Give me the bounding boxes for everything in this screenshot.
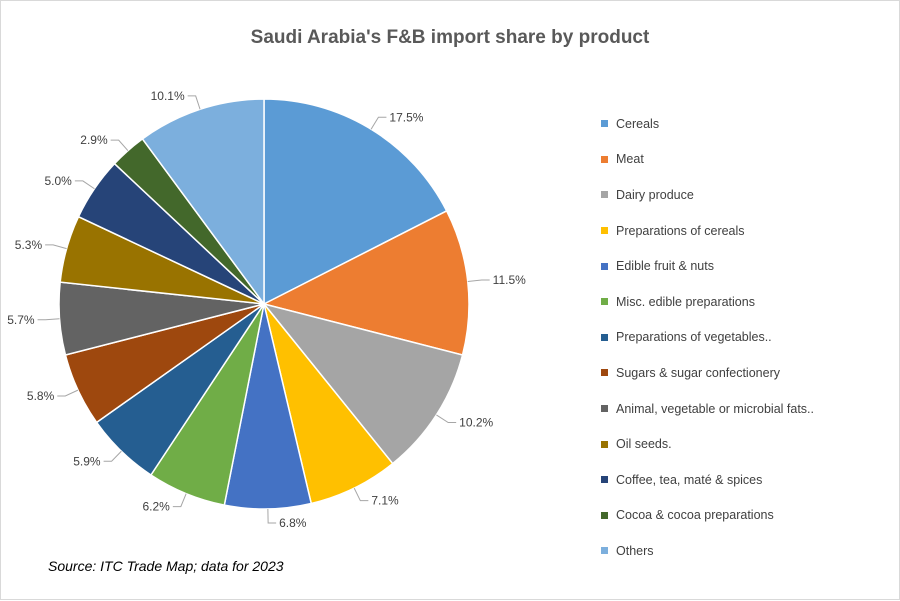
data-label-sugars-sugar-confectionery: 5.8% [27, 389, 55, 403]
legend-item-meat: Meat [601, 142, 814, 178]
data-label-preparations-of-vegetables: 5.9% [73, 454, 101, 468]
legend-swatch [601, 262, 608, 270]
legend-label: Meat [616, 152, 644, 167]
legend-item-cocoa-cocoa-preparations: Cocoa & cocoa preparations [601, 498, 814, 534]
legend-item-cereals: Cereals [601, 106, 814, 142]
data-label-misc-edible-preparations: 6.2% [142, 500, 170, 514]
legend-swatch [601, 547, 608, 555]
legend-label: Oil seeds. [616, 437, 672, 452]
legend-item-misc-edible-preparations: Misc. edible preparations [601, 284, 814, 320]
pie-slice-others [141, 98, 265, 307]
pie-slice-meat [261, 209, 470, 356]
leader-line-edible-fruit-nuts [267, 508, 277, 524]
leader-line-cereals [370, 116, 387, 130]
data-label-cereals: 17.5% [389, 110, 423, 124]
legend-item-others: Others [601, 533, 814, 569]
leader-line-preparations-of-vegetables [103, 450, 122, 462]
leader-line-others [187, 95, 201, 110]
leader-line-animal-vegetable-or-microbial-fats [37, 318, 60, 321]
legend-swatch [601, 333, 608, 341]
legend-swatch [601, 369, 608, 377]
legend-item-edible-fruit-nuts: Edible fruit & nuts [601, 248, 814, 284]
leader-line-meat [467, 279, 490, 283]
data-label-coffee-tea-mat-spices: 5.0% [45, 174, 73, 188]
legend-swatch [601, 298, 608, 306]
legend-swatch [601, 440, 608, 448]
legend-label: Sugars & sugar confectionery [616, 365, 780, 380]
legend-swatch [601, 227, 608, 235]
legend-label: Animal, vegetable or microbial fats.. [616, 401, 815, 416]
leader-line-oil-seeds [45, 244, 67, 250]
data-label-cocoa-cocoa-preparations: 2.9% [80, 133, 108, 147]
legend-item-dairy-produce: Dairy produce [601, 177, 814, 213]
legend-swatch [601, 120, 608, 128]
data-label-edible-fruit-nuts: 6.8% [279, 516, 307, 530]
legend-item-animal-vegetable-or-microbial-fats: Animal, vegetable or microbial fats.. [601, 391, 814, 427]
leader-line-sugars-sugar-confectionery [57, 389, 79, 397]
legend-label: Cereals [616, 116, 660, 131]
legend-swatch [601, 476, 608, 484]
chart-title: Saudi Arabia's F&B import share by produ… [250, 27, 650, 48]
source-note: Source: ITC Trade Map; data for 2023 [48, 558, 284, 574]
legend-label: Others [616, 543, 654, 558]
legend-label: Preparations of vegetables.. [616, 330, 772, 345]
data-label-preparations-of-cereals: 7.1% [371, 494, 399, 508]
legend-swatch [601, 191, 608, 199]
legend-swatch [601, 155, 608, 163]
legend-swatch [601, 405, 608, 413]
pie-slice-cereals [263, 98, 448, 306]
chart-legend: Cereals Meat Dairy produce Preparations of … [601, 106, 814, 569]
leader-line-coffee-tea-mat-spices [74, 180, 95, 190]
leader-line-misc-edible-preparations [172, 493, 187, 508]
data-label-dairy-produce: 10.2% [459, 416, 493, 430]
leader-line-dairy-produce [436, 414, 457, 424]
data-label-others: 10.1% [151, 89, 185, 103]
data-label-animal-vegetable-or-microbial-fats: 5.7% [7, 313, 35, 327]
legend-label: Preparations of cereals [616, 223, 745, 238]
legend-label: Coffee, tea, maté & spices [616, 472, 763, 487]
legend-swatch [601, 511, 608, 519]
data-label-meat: 11.5% [493, 273, 526, 287]
legend-label: Cocoa & cocoa preparations [616, 508, 774, 523]
leader-line-preparations-of-cereals [353, 487, 369, 502]
legend-label: Misc. edible preparations [616, 294, 755, 309]
legend-item-preparations-of-cereals: Preparations of cereals [601, 213, 814, 249]
legend-item-oil-seeds: Oil seeds. [601, 426, 814, 462]
legend-label: Edible fruit & nuts [616, 259, 714, 274]
legend-item-preparations-of-vegetables: Preparations of vegetables.. [601, 320, 814, 356]
legend-item-coffee-tea-mat-spices: Coffee, tea, maté & spices [601, 462, 814, 498]
data-label-oil-seeds: 5.3% [15, 238, 43, 252]
legend-label: Dairy produce [616, 187, 694, 202]
leader-line-cocoa-cocoa-preparations [110, 139, 129, 151]
legend-item-sugars-sugar-confectionery: Sugars & sugar confectionery [601, 355, 814, 391]
